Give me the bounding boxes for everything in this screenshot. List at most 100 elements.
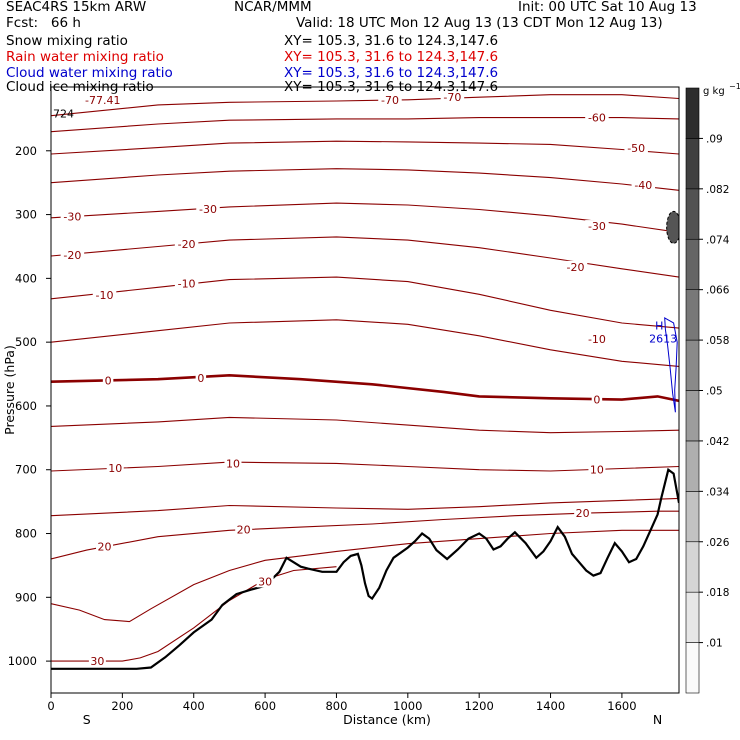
contour-label-bg — [563, 260, 588, 273]
x-tick-label: 1400 — [536, 699, 565, 713]
colorbar-swatch — [685, 390, 700, 442]
contour-label-bg — [588, 463, 606, 476]
colorbar-tick-label: .042 — [706, 436, 729, 448]
contour-label: -30 — [199, 203, 217, 216]
contour-label-bg — [102, 374, 114, 387]
plot-area: -77.41 -70 -70 -60 -50 -40 -30 -30 -30 -20 -20 -20 -… — [51, 91, 679, 670]
temperature-contour — [51, 276, 679, 329]
contour-label: -10 — [178, 277, 196, 290]
contour-label-bg — [440, 91, 465, 104]
contour-label-bg — [81, 93, 125, 106]
contour-label-bg — [195, 371, 207, 384]
contour-label: -70 — [381, 94, 399, 107]
colorbar-swatch — [685, 87, 700, 139]
contour-label: -20 — [567, 261, 585, 274]
colorbar-tick-label: .01 — [706, 638, 723, 650]
field-xy-cloud-water: XY= 105.3, 31.6 to 124.3,147.6 — [284, 65, 499, 81]
colorbar-tick-label: .018 — [706, 587, 729, 599]
temperature-contour — [51, 168, 679, 191]
cloud-water-max-label: H — [655, 319, 663, 332]
colorbar-tick-label: .09 — [706, 133, 723, 145]
contour-label: 10 — [108, 462, 122, 475]
contour-label-bg — [574, 507, 592, 520]
y-axis-label: Pressure (hPa) — [2, 345, 17, 435]
contour-label-bg — [88, 655, 106, 668]
colorbar-swatch — [685, 541, 700, 593]
contour-label-bg — [235, 523, 253, 536]
plot-frame — [50, 86, 680, 694]
temperature-contour — [51, 461, 679, 472]
contour-label-bg — [60, 210, 85, 223]
x-tick-label: 400 — [183, 699, 205, 713]
y-tick-label: 1000 — [8, 654, 37, 668]
y-tick-label: 200 — [15, 144, 37, 158]
x-axis-label: Distance (km) — [343, 712, 431, 727]
contour-label-bg — [378, 93, 402, 106]
colorbar-swatch — [685, 339, 700, 391]
contour-label: 10 — [590, 464, 604, 477]
south-end-label: S — [83, 712, 91, 727]
temperature-contour — [51, 529, 679, 623]
temperature-contour — [51, 94, 679, 117]
contour-label: -77.41 — [85, 94, 120, 107]
contour-label: 30 — [90, 655, 104, 668]
contour-label-bg — [92, 288, 117, 301]
contour-label: 10 — [226, 457, 240, 470]
colorbar-unit: g kg — [703, 86, 725, 97]
temperature-contour — [51, 373, 679, 403]
init-time: Init: 00 UTC Sat 10 Aug 13 — [518, 0, 697, 15]
colorbar-swatch — [685, 188, 700, 240]
x-tick-label: 1000 — [393, 699, 422, 713]
contour-label-bg — [591, 393, 603, 406]
colorbar-tick-label: .026 — [706, 537, 730, 549]
contour-label-bg — [196, 202, 220, 215]
contour-label: 0 — [197, 372, 204, 385]
x-tick-label: 800 — [325, 699, 347, 713]
colorbar-tick-label: .058 — [706, 335, 729, 347]
temperature-contour — [51, 497, 679, 517]
y-tick-label: 800 — [15, 527, 37, 541]
valid-time: Valid: 18 UTC Mon 12 Aug 13 (13 CDT Mon … — [296, 15, 663, 31]
north-end-label: N — [653, 712, 662, 727]
contour-label: 0 — [105, 374, 112, 387]
cloud-water-contour — [664, 317, 678, 413]
contour-label: -30 — [588, 220, 606, 233]
contour-label-bg — [60, 248, 85, 261]
y-tick-label: 600 — [15, 399, 37, 413]
contour-label: 20 — [98, 540, 112, 553]
y-tick-label: 300 — [15, 208, 37, 222]
colorbar-swatch — [685, 138, 700, 190]
contour-label: -40 — [634, 179, 652, 192]
field-label-snow: Snow mixing ratio — [6, 33, 128, 49]
x-tick-label: 1600 — [607, 699, 636, 713]
contour-label-bg — [174, 237, 199, 250]
model-title: SEAC4RS 15km ARW — [6, 0, 147, 15]
x-tick-label: 200 — [111, 699, 133, 713]
plot-clipped: -77.41 -70 -70 -60 -50 -40 -30 -30 -30 -20 -20 -20 -… — [51, 91, 679, 670]
contour-label: 20 — [576, 507, 590, 520]
terrain-line — [51, 467, 679, 670]
contour-label: -70 — [443, 91, 461, 104]
colorbar-swatch — [685, 289, 700, 341]
contour-label-bg — [631, 179, 656, 192]
temperature-contour — [51, 510, 679, 560]
contour-label: -60 — [588, 112, 606, 125]
contour-label: -50 — [627, 142, 645, 155]
colorbar-tick-label: .074 — [706, 234, 730, 246]
contour-label-bg — [224, 457, 242, 470]
temperature-contour — [51, 416, 679, 434]
temperature-contour — [51, 117, 679, 133]
temperature-contour — [51, 566, 337, 662]
field-xy-snow: XY= 105.3, 31.6 to 124.3,147.6 — [284, 33, 499, 49]
contour-label-bg — [256, 575, 274, 588]
y-tick-label: 500 — [15, 335, 37, 349]
forecast-hour: Fcst: 66 h — [6, 15, 81, 31]
snow-value-label: 724 — [53, 108, 74, 121]
contour-label-bg — [174, 277, 199, 290]
org-label: NCAR/MMM — [234, 0, 312, 15]
colorbar: .01 .018 .026 .034 .042 .05 .058 .066 .074 .082 .0… — [685, 82, 740, 694]
contour-label-bg — [585, 332, 609, 345]
